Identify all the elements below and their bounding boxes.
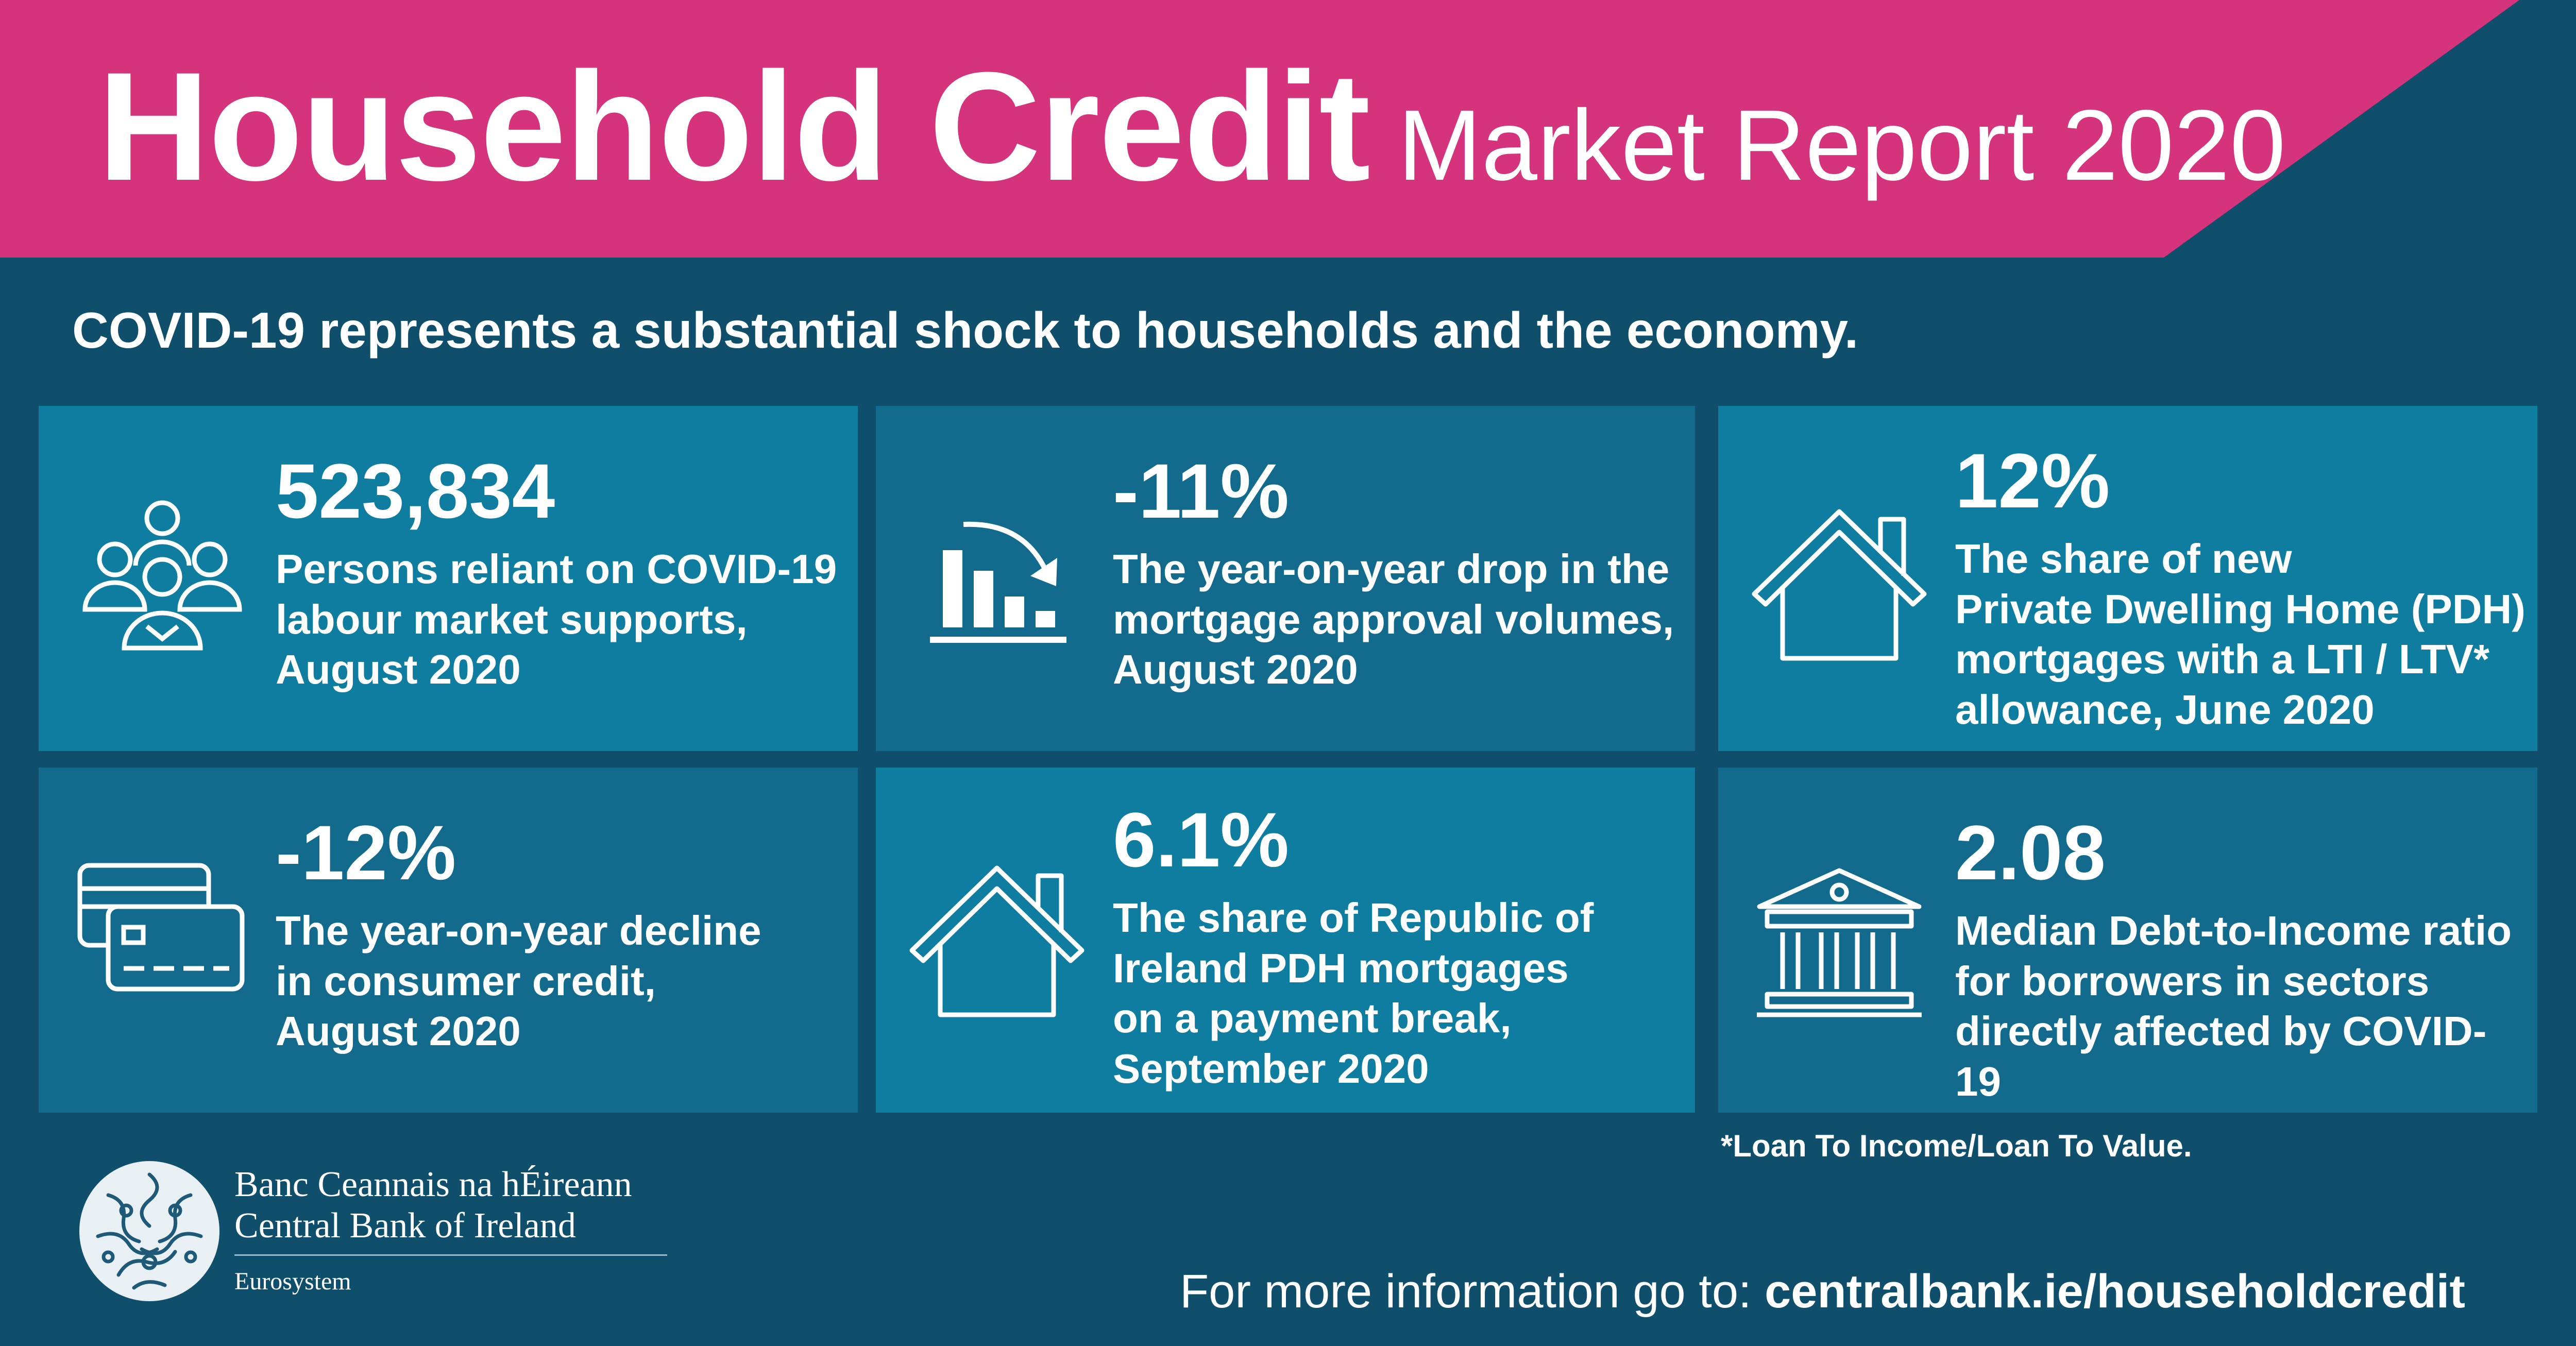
stat-value: 523,834 bbox=[276, 448, 555, 534]
more-info: For more information go to: centralbank.… bbox=[1180, 1265, 2465, 1319]
house-icon bbox=[909, 865, 1084, 1017]
eurosystem-label: Eurosystem bbox=[234, 1268, 351, 1295]
stat-description: The year-on-year drop in the mortgage ap… bbox=[1113, 546, 1674, 693]
title-strong: Household Credit bbox=[98, 40, 1370, 213]
more-info-label: For more information go to: bbox=[1179, 1265, 1752, 1318]
bank-name-english: Central Bank of Ireland bbox=[234, 1206, 576, 1246]
stat-value: 12% bbox=[1955, 437, 2110, 524]
stat-value: -12% bbox=[276, 809, 456, 896]
bank-building-icon bbox=[1757, 868, 1922, 1017]
logo-divider bbox=[234, 1254, 667, 1256]
stat-description: The year-on-year decline in consumer cre… bbox=[276, 908, 761, 1054]
stat-card-debt-to-income: 2.08 Median Debt-to-Income ratio for bor… bbox=[1718, 768, 2537, 1113]
stat-card-payment-break: 6.1% The share of Republic of Ireland PD… bbox=[876, 768, 1695, 1113]
stat-value: 2.08 bbox=[1955, 809, 2106, 896]
stat-value: 6.1% bbox=[1113, 796, 1289, 883]
stat-description: The share of new Private Dwelling Home (… bbox=[1955, 536, 2526, 732]
subtitle: COVID-19 represents a substantial shock … bbox=[72, 302, 1859, 359]
stat-card-labour-supports: 523,834 Persons reliant on COVID-19 labo… bbox=[39, 406, 858, 751]
title-light: Market Report 2020 bbox=[1398, 89, 2286, 201]
stat-description: The share of Republic of Ireland PDH mor… bbox=[1113, 895, 1594, 1092]
page-title: Household Credit Market Report 2020 bbox=[98, 49, 2285, 203]
stat-description: Persons reliant on COVID-19 labour marke… bbox=[276, 546, 837, 693]
bank-name-irish: Banc Ceannais na hÉireann bbox=[234, 1165, 632, 1204]
more-info-link[interactable]: centralbank.ie/householdcredit bbox=[1765, 1265, 2465, 1318]
credit-cards-icon bbox=[77, 863, 245, 992]
header-banner bbox=[0, 0, 2519, 258]
stat-card-mortgage-approvals: -11% The year-on-year drop in the mortga… bbox=[876, 406, 1695, 751]
central-bank-seal-icon bbox=[79, 1161, 219, 1301]
stat-description: Median Debt-to-Income ratio for borrower… bbox=[1955, 908, 2512, 1104]
declining-bar-chart-icon bbox=[930, 521, 1066, 643]
house-icon bbox=[1752, 509, 1927, 661]
stat-card-lti-ltv-allowance: 12% The share of new Private Dwelling Ho… bbox=[1718, 406, 2537, 751]
footnote: *Loan To Income/Loan To Value. bbox=[1721, 1129, 2192, 1163]
people-group-icon bbox=[82, 500, 242, 651]
stat-card-consumer-credit: -12% The year-on-year decline in consume… bbox=[39, 768, 858, 1113]
central-bank-logo: Banc Ceannais na hÉireann Central Bank o… bbox=[77, 1159, 670, 1314]
stat-value: -11% bbox=[1113, 448, 1289, 534]
